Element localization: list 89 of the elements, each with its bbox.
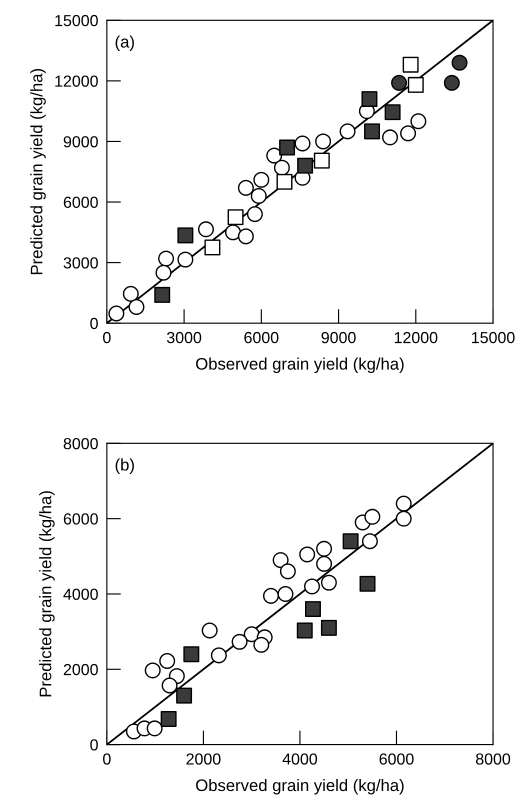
point: [158, 250, 174, 267]
x-tick-label: 3000: [166, 332, 202, 344]
point: [176, 688, 192, 704]
point: [202, 622, 218, 638]
point: [314, 152, 330, 169]
point: [384, 104, 401, 120]
y-tick-label: 6000: [64, 513, 98, 525]
point: [320, 620, 337, 636]
point: [228, 209, 244, 226]
y-axis-title: Predicted grain yield (kg/ha): [39, 491, 55, 696]
y-tick-label: 0: [90, 739, 98, 751]
y-tick-label: 6000: [64, 196, 98, 208]
x-tick-label: 0: [103, 753, 111, 765]
y-axis-title: Predicted grain yield (kg/ha): [30, 69, 46, 274]
point: [364, 123, 380, 140]
point: [361, 91, 378, 108]
x-tick-label: 6000: [380, 753, 414, 765]
point: [340, 123, 356, 140]
point: [238, 180, 254, 196]
point: [177, 227, 194, 244]
point: [362, 533, 378, 550]
point: [146, 720, 163, 736]
point: [253, 172, 270, 188]
x-tick-label: 6000: [244, 332, 278, 344]
x-tick-label: 12000: [394, 332, 438, 344]
point: [296, 622, 313, 638]
point: [154, 286, 170, 303]
x-tick-label: 9000: [322, 332, 356, 344]
point: [297, 158, 314, 174]
point: [364, 508, 380, 525]
x-axis-title: Observed grain yield (kg/ha): [196, 778, 404, 794]
point: [305, 601, 321, 618]
point: [159, 653, 176, 669]
point: [391, 74, 408, 91]
point: [128, 299, 144, 315]
point: [400, 125, 416, 142]
point: [238, 228, 254, 244]
point: [277, 586, 294, 602]
point: [294, 135, 310, 152]
point: [396, 496, 412, 512]
point: [160, 711, 177, 727]
point: [232, 634, 248, 650]
x-tick-label: 0: [103, 332, 111, 344]
point: [315, 133, 332, 150]
x-tick-label: 2000: [186, 753, 221, 765]
annotation: (b): [116, 458, 134, 474]
point: [210, 647, 227, 664]
y-tick-label: 4000: [63, 588, 98, 600]
point: [342, 533, 359, 550]
point: [396, 510, 412, 527]
point: [360, 576, 376, 592]
point: [246, 206, 263, 222]
point: [250, 188, 267, 204]
point: [263, 588, 279, 604]
x-tick-label: 8000: [476, 753, 510, 765]
point: [382, 129, 398, 146]
point: [198, 221, 214, 238]
point: [276, 174, 292, 190]
point: [408, 76, 424, 93]
point: [299, 546, 316, 562]
point: [320, 574, 337, 591]
y-tick-label: 0: [90, 318, 98, 330]
y-tick-label: 12000: [55, 76, 98, 87]
point: [316, 556, 332, 572]
point: [279, 140, 296, 156]
point: [122, 286, 139, 302]
point: [177, 252, 194, 268]
annotation: (a): [116, 35, 134, 51]
point: [253, 636, 270, 653]
point: [183, 646, 200, 662]
y-tick-label: 9000: [64, 136, 98, 148]
point: [162, 678, 178, 694]
point: [316, 540, 332, 557]
point: [144, 662, 161, 678]
x-axis-title: Observed grain yield (kg/ha): [196, 358, 404, 374]
point: [204, 239, 220, 256]
point: [410, 113, 426, 130]
point: [304, 578, 320, 594]
y-tick-label: 15000: [55, 14, 98, 26]
point: [444, 74, 460, 91]
y-tick-label: 8000: [64, 438, 98, 450]
x-tick-label: 15000: [472, 332, 515, 344]
point: [280, 563, 296, 580]
y-tick-label: 3000: [64, 257, 98, 269]
point: [452, 54, 468, 71]
point: [402, 56, 419, 73]
y-tick-label: 2000: [64, 664, 98, 676]
x-tick-label: 4000: [282, 753, 318, 765]
point: [156, 264, 172, 281]
